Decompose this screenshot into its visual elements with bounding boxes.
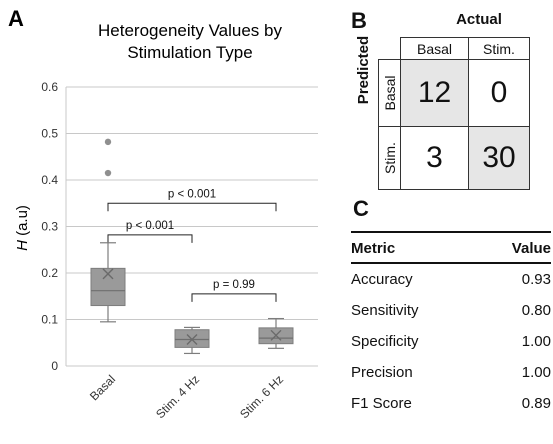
x-tick-label: Basal bbox=[87, 372, 118, 403]
value-column-header: Value bbox=[477, 231, 551, 264]
panel-letter-b: B bbox=[351, 8, 367, 33]
outlier-point bbox=[104, 138, 112, 146]
mean-marker bbox=[102, 268, 114, 280]
p-value-label: p < 0.001 bbox=[168, 188, 216, 200]
mean-marker bbox=[186, 334, 198, 345]
chart-title-line-2: Stimulation Type bbox=[127, 43, 252, 62]
metric-value: 1.00 bbox=[521, 364, 551, 381]
y-tick-label: 0.6 bbox=[41, 80, 58, 94]
significance-bracket bbox=[107, 202, 277, 212]
p-value-label: p < 0.001 bbox=[126, 220, 174, 232]
cm-cell-fp: 0 bbox=[468, 59, 530, 127]
metrics-header-row: Metric Value bbox=[351, 231, 551, 264]
metric-value: 0.93 bbox=[521, 271, 551, 288]
metrics-table: Metric Value Accuracy 0.93 Sensitivity 0.80… bbox=[351, 231, 551, 419]
cm-cell-fn: 3 bbox=[400, 126, 469, 190]
mean-marker bbox=[270, 329, 282, 341]
panel-letter-c: C bbox=[353, 196, 369, 221]
box-stim-4-hz bbox=[174, 326, 210, 355]
box-stim-6-hz bbox=[258, 317, 294, 349]
metric-value: 0.89 bbox=[521, 395, 551, 412]
y-axis-label: H (a.u) bbox=[14, 205, 31, 251]
col-header-stim: Stim. bbox=[468, 37, 530, 59]
y-tick-label: 0.1 bbox=[41, 313, 58, 327]
y-tick-label: 0.4 bbox=[41, 173, 58, 187]
y-tick-label: 0.5 bbox=[41, 127, 58, 141]
box-basal bbox=[90, 138, 126, 323]
metric-row: Accuracy 0.93 bbox=[351, 263, 551, 295]
metric-row: Specificity 1.00 bbox=[351, 326, 551, 357]
x-tick-label: Stim. 4 Hz bbox=[153, 372, 202, 421]
metric-name: Specificity bbox=[351, 333, 419, 350]
predicted-label: Predicted bbox=[355, 35, 372, 105]
y-tick-label: 0.3 bbox=[41, 220, 58, 234]
p-value-label: p = 0.99 bbox=[213, 279, 255, 291]
metric-row: Sensitivity 0.80 bbox=[351, 295, 551, 326]
box-plot: A Heterogeneity Values by Stimulation Ty… bbox=[8, 6, 318, 421]
row-header-stim: Stim. bbox=[378, 126, 400, 190]
cm-cell-tp: 12 bbox=[400, 59, 469, 127]
significance-bracket bbox=[191, 293, 277, 302]
panel-letter-a: A bbox=[8, 6, 24, 31]
significance-bracket bbox=[107, 234, 193, 243]
y-tick-label: 0.2 bbox=[41, 266, 58, 280]
col-header-basal: Basal bbox=[400, 37, 469, 59]
cm-cell-tn: 30 bbox=[468, 126, 530, 190]
actual-label: Actual bbox=[456, 11, 502, 28]
metric-name: Sensitivity bbox=[351, 302, 419, 319]
y-tick-label: 0 bbox=[51, 359, 58, 373]
chart-title-line-1: Heterogeneity Values by bbox=[98, 21, 282, 40]
metric-value: 0.80 bbox=[521, 302, 551, 319]
metric-row: Precision 1.00 bbox=[351, 357, 551, 388]
metric-name: F1 Score bbox=[351, 395, 412, 412]
x-tick-label: Stim. 6 Hz bbox=[237, 372, 286, 421]
outlier-point bbox=[104, 169, 112, 177]
metric-value: 1.00 bbox=[521, 333, 551, 350]
metric-column-header: Metric bbox=[351, 231, 478, 264]
metric-name: Accuracy bbox=[351, 271, 413, 288]
metric-name: Precision bbox=[351, 364, 413, 381]
row-header-basal: Basal bbox=[378, 59, 400, 127]
metric-row: F1 Score 0.89 bbox=[351, 388, 551, 419]
